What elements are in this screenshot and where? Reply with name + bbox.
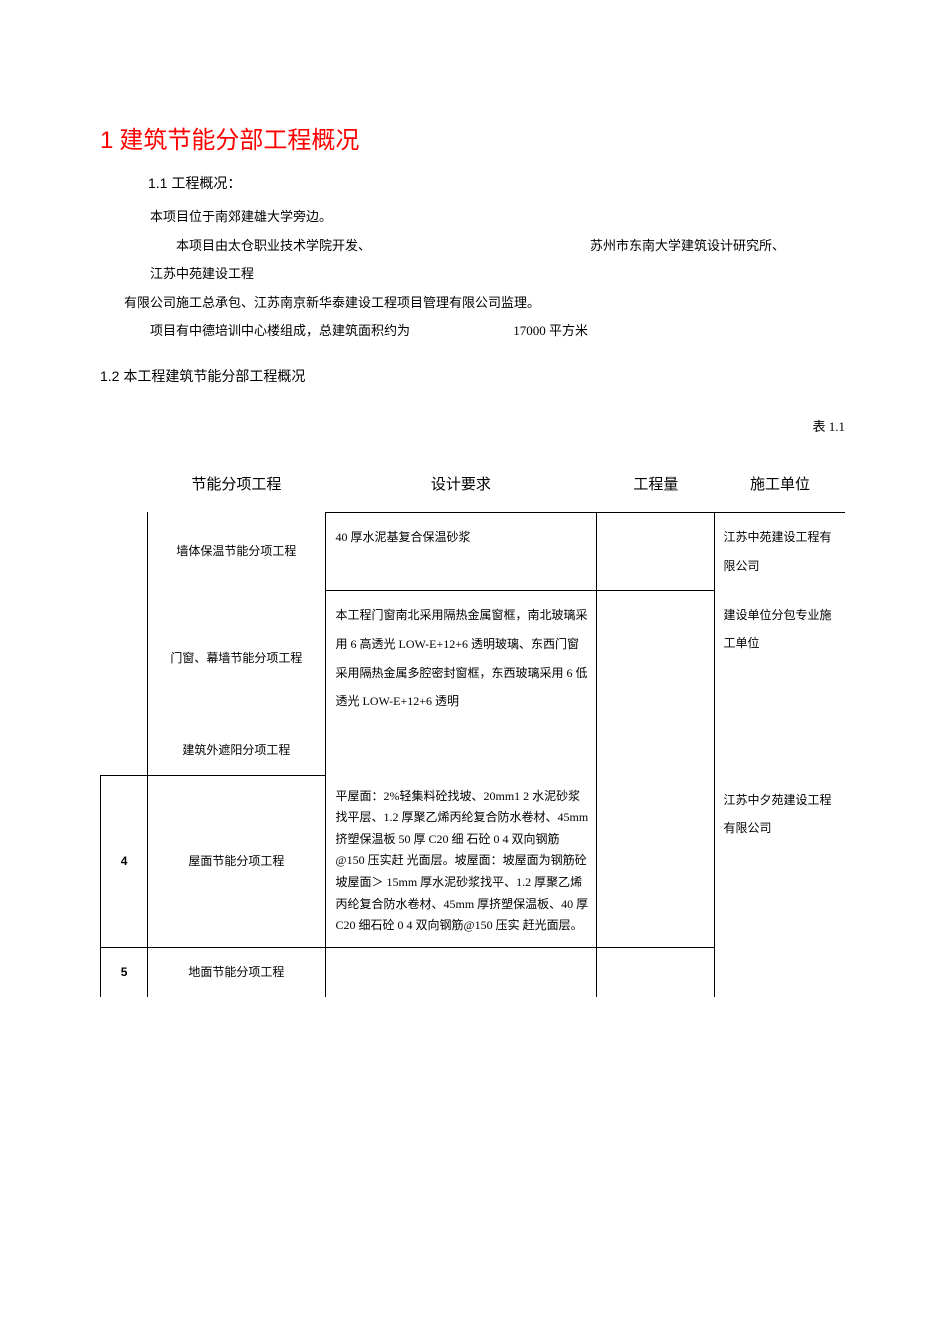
header-req: 设计要求: [325, 455, 597, 513]
table-label: 表 1.1: [100, 416, 845, 435]
subsection-1-2: 1.2 本工程建筑节能分部工程概况: [100, 366, 845, 386]
cell-req-3: [325, 726, 597, 775]
table-row: 门窗、幕墙节能分项工程 本工程门窗南北采用隔热金属窗框，南北玻璃采用 6 高透光…: [101, 591, 846, 727]
para2-c: 江苏中苑建设工程: [124, 260, 254, 289]
section-title: 1 建筑节能分部工程概况: [100, 120, 845, 155]
cell-qty-2: [597, 591, 715, 727]
paragraph-2: 本项目由太仓职业技术学院开发、 苏州市东南大学建筑设计研究所、 江苏中苑建设工程: [124, 232, 845, 289]
cell-unit-4: 江苏中夕苑建设工程有限公司: [715, 776, 845, 948]
table-row: 墙体保温节能分项工程 40 厚水泥基复合保温砂浆 江苏中苑建设工程有限公司: [101, 512, 846, 590]
table-row: 5 地面节能分项工程: [101, 947, 846, 996]
header-blank: [101, 455, 148, 513]
header-item: 节能分项工程: [148, 455, 325, 513]
cell-unit-2: 建设单位分包专业施工单位: [715, 591, 845, 727]
cell-qty-4: [597, 776, 715, 948]
table-row: 建筑外遮阳分项工程: [101, 726, 846, 775]
cell-num-1: [101, 512, 148, 590]
para3-a: 项目有中德培训中心楼组成，总建筑面积约为: [150, 323, 410, 338]
subsection-1-1: 1.1 工程概况：: [148, 173, 845, 193]
table-header-row: 节能分项工程 设计要求 工程量 施工单位: [101, 455, 846, 513]
cell-num-5: 5: [101, 947, 148, 996]
cell-num-4: 4: [101, 776, 148, 948]
cell-item-3: 建筑外遮阳分项工程: [148, 726, 325, 775]
header-unit: 施工单位: [715, 455, 845, 513]
cell-qty-1: [597, 512, 715, 590]
cell-unit-5: [715, 947, 845, 996]
cell-item-4: 屋面节能分项工程: [148, 776, 325, 948]
cell-unit-3: [715, 726, 845, 775]
cell-qty-5: [597, 947, 715, 996]
table-row: 4 屋面节能分项工程 平屋面：2%轻集料砼找坡、20mm1 2 水泥砂浆找平层、…: [101, 776, 846, 948]
subsection-number: 1.1: [148, 175, 167, 191]
cell-num-3: [101, 726, 148, 775]
paragraph-1: 本项目位于南郊建雄大学旁边。: [124, 203, 845, 232]
subsection-label: 工程概况：: [171, 175, 241, 191]
header-qty: 工程量: [597, 455, 715, 513]
cell-item-5: 地面节能分项工程: [148, 947, 325, 996]
section-number: 1: [100, 127, 113, 154]
para2-b: 苏州市东南大学建筑设计研究所、: [564, 232, 785, 261]
para2-a: 本项目由太仓职业技术学院开发、: [150, 232, 371, 261]
cell-num-2: [101, 591, 148, 727]
energy-table: 节能分项工程 设计要求 工程量 施工单位 墙体保温节能分项工程 40 厚水泥基复…: [100, 455, 845, 997]
subsection2-number: 1.2: [100, 368, 119, 384]
cell-qty-3: [597, 726, 715, 775]
paragraph-3: 项目有中德培训中心楼组成，总建筑面积约为 17000 平方米: [124, 317, 845, 346]
para3-b: 17000 平方米: [513, 323, 588, 338]
cell-unit-1: 江苏中苑建设工程有限公司: [715, 512, 845, 590]
cell-item-2: 门窗、幕墙节能分项工程: [148, 591, 325, 727]
cell-req-1: 40 厚水泥基复合保温砂浆: [325, 512, 597, 590]
cell-req-5: [325, 947, 597, 996]
subsection2-label: 本工程建筑节能分部工程概况: [123, 368, 305, 384]
cell-req-2: 本工程门窗南北采用隔热金属窗框，南北玻璃采用 6 高透光 LOW-E+12+6 …: [325, 591, 597, 727]
cell-item-1: 墙体保温节能分项工程: [148, 512, 325, 590]
section-title-text: 建筑节能分部工程概况: [119, 128, 359, 154]
paragraph-2-cont: 有限公司施工总承包、江苏南京新华泰建设工程项目管理有限公司监理。: [124, 289, 845, 318]
cell-req-4: 平屋面：2%轻集料砼找坡、20mm1 2 水泥砂浆找平层、1.2 厚聚乙烯丙纶复…: [325, 776, 597, 948]
